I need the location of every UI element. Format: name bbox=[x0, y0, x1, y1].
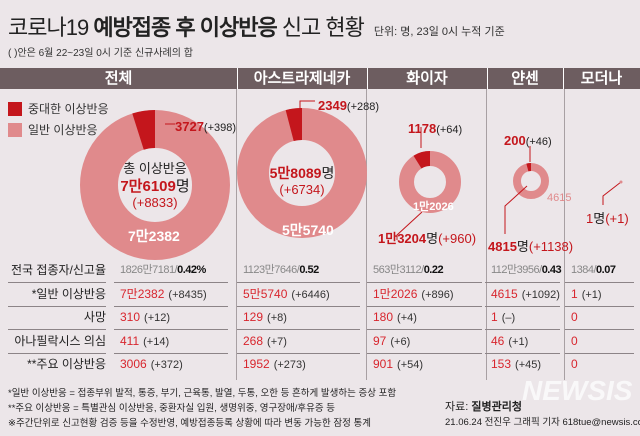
row-label: **주요 이상반응 bbox=[27, 357, 106, 371]
table-cell: 46 (+1) bbox=[491, 334, 529, 348]
table-cell: 1384/0.07 bbox=[571, 264, 616, 276]
total-caption: 총 이상반응 bbox=[123, 161, 187, 176]
table-cell: 1826만7181/0.42% bbox=[120, 264, 206, 276]
table-cell: 310 (+12) bbox=[120, 310, 171, 324]
row-label: 전국 접종자/신고율 bbox=[11, 263, 106, 277]
donut-charts bbox=[80, 100, 623, 260]
title-row: 코로나19 예방접종 후 이상반응 신고 현황 단위: 명, 23일 0시 누적… bbox=[8, 10, 505, 42]
legend-label: 일반 이상반응 bbox=[28, 123, 98, 137]
page-title: 코로나19 예방접종 후 이상반응 신고 현황 bbox=[8, 10, 365, 42]
divider bbox=[366, 89, 367, 380]
table-cell: 153 (+45) bbox=[491, 357, 542, 371]
footnote: *일반 이상반응 = 접종부위 발적, 통증, 부기, 근육통, 발열, 두통,… bbox=[8, 388, 397, 399]
table-cell: 0 bbox=[571, 357, 578, 371]
janssen-total: 4815명(+1138) bbox=[488, 239, 574, 254]
footnote: ※주간단위로 신고현황 검증 등을 수정반영, 예방접종등록 상황에 따라 변동… bbox=[8, 418, 372, 429]
table-row: 사망 310 (+12) 129 (+8) 180 (+4) 1 (–) 0 bbox=[0, 306, 640, 329]
column-header-bar: 전체 아스트라제네카 화이자 얀센 모더나 bbox=[0, 68, 640, 89]
az-general-label: 5만5740 bbox=[282, 222, 334, 238]
table-row: **주요 이상반응 3006 (+372) 1952 (+273) 901 (+54) 153… bbox=[0, 353, 640, 376]
donut-serious-segment bbox=[132, 110, 155, 150]
table-row: 전국 접종자/신고율 1826만7181/0.42% 1123만7646/0.52 5… bbox=[0, 259, 640, 282]
table-cell: 5만5740 (+6446) bbox=[243, 287, 330, 301]
table-cell: 180 (+4) bbox=[373, 310, 417, 324]
divider bbox=[486, 89, 487, 380]
leader-line bbox=[504, 185, 528, 234]
legend-general: 일반 이상반응 bbox=[8, 121, 98, 138]
pfizer-total: 1만3204명(+960) bbox=[378, 231, 477, 246]
total-count: 7만6109명 bbox=[120, 178, 190, 195]
total-general-label: 7만2382 bbox=[128, 228, 180, 244]
total-serious-label: 3727(+398) bbox=[175, 119, 237, 134]
table-cell: 268 (+7) bbox=[243, 334, 287, 348]
table-cell: 1만2026 (+896) bbox=[373, 287, 454, 301]
table-row: 아나필락시스 의심 411 (+14) 268 (+7) 97 (+6) 46 (+1) 0 bbox=[0, 330, 640, 353]
donut-serious-segment bbox=[413, 151, 430, 169]
table-cell: 4615 (+1092) bbox=[491, 287, 560, 301]
table-cell: 1952 (+273) bbox=[243, 357, 306, 371]
donut-serious-segment bbox=[285, 108, 302, 142]
divider bbox=[564, 89, 565, 380]
pfizer-general-label: 1만2026 bbox=[413, 201, 454, 213]
legend-label: 중대한 이상반응 bbox=[28, 102, 109, 116]
table-cell: 563만3112/0.22 bbox=[373, 264, 444, 276]
table-cell: 7만2382 (+8435) bbox=[120, 287, 207, 301]
legend-swatch-serious bbox=[8, 101, 22, 116]
column-total: 전체 bbox=[104, 70, 133, 87]
newsis-watermark: NEWSIS bbox=[522, 375, 633, 406]
az-new: (+6734) bbox=[279, 182, 325, 197]
donut-serious-segment bbox=[526, 163, 531, 172]
footnote: **주요 이상반응 = 특별관심 이상반응, 중환자실 입원, 생명위중, 영구… bbox=[8, 403, 335, 414]
row-label: 아나필락시스 의심 bbox=[14, 334, 106, 348]
leader-line bbox=[396, 211, 423, 240]
table-cell: 1 (+1) bbox=[571, 287, 602, 301]
table-cell: 112만3956/0.43 bbox=[491, 264, 562, 276]
source: 자료: 질병관리청 bbox=[445, 401, 522, 413]
moderna-dot bbox=[619, 180, 623, 184]
column-janssen: 얀센 bbox=[511, 70, 539, 87]
pfizer-serious-label: 1178(+64) bbox=[408, 121, 463, 136]
table-cell: 129 (+8) bbox=[243, 310, 287, 324]
column-moderna: 모더나 bbox=[580, 70, 623, 87]
divider bbox=[236, 89, 237, 380]
table-cell: 411 (+14) bbox=[120, 334, 170, 348]
az-serious-label: 2349(+288) bbox=[318, 98, 380, 113]
moderna-total: 1명(+1) bbox=[586, 211, 629, 226]
janssen-serious-label: 200(+46) bbox=[504, 133, 552, 148]
table-cell: 1 (–) bbox=[491, 310, 516, 324]
az-total: 5만8089명 bbox=[269, 165, 335, 181]
table-cell: 97 (+6) bbox=[373, 334, 411, 348]
legend-serious: 중대한 이상반응 bbox=[8, 100, 109, 117]
row-label: *일반 이상반응 bbox=[31, 287, 106, 301]
table-cell: 0 bbox=[571, 310, 578, 324]
total-new: (+8833) bbox=[132, 195, 178, 210]
leader-line bbox=[299, 100, 315, 110]
title-normal: 코로나19 bbox=[8, 15, 94, 40]
column-pfizer: 화이자 bbox=[406, 70, 448, 87]
janssen-general-label: 4615 bbox=[547, 192, 572, 204]
title-tail: 신고 현황 bbox=[276, 15, 365, 40]
row-label: 사망 bbox=[83, 310, 106, 324]
table-row: *일반 이상반응 7만2382 (+8435) 5만5740 (+6446) 1만2026… bbox=[0, 283, 640, 306]
table-cell: 3006 (+372) bbox=[120, 357, 183, 371]
credit: 21.06.24 전진우 그래픽 기자 618tue@newsis.com bbox=[445, 417, 640, 428]
column-astrazeneca: 아스트라제네카 bbox=[253, 70, 351, 87]
table-cell: 0 bbox=[571, 334, 578, 348]
leader-line bbox=[602, 181, 622, 205]
title-bold: 예방접종 후 이상반응 bbox=[93, 15, 277, 40]
table-cell: 1123만7646/0.52 bbox=[243, 264, 319, 276]
subtitle: ( )안은 6월 22~23일 0시 기준 신규사례의 합 bbox=[8, 48, 193, 59]
footnotes: *일반 이상반응 = 접종부위 발적, 통증, 부기, 근육통, 발열, 두통,… bbox=[8, 386, 396, 431]
legend-swatch-general bbox=[8, 122, 22, 137]
table-cell: 901 (+54) bbox=[373, 357, 424, 371]
unit-note: 단위: 명, 23일 0시 누적 기준 bbox=[373, 26, 505, 38]
